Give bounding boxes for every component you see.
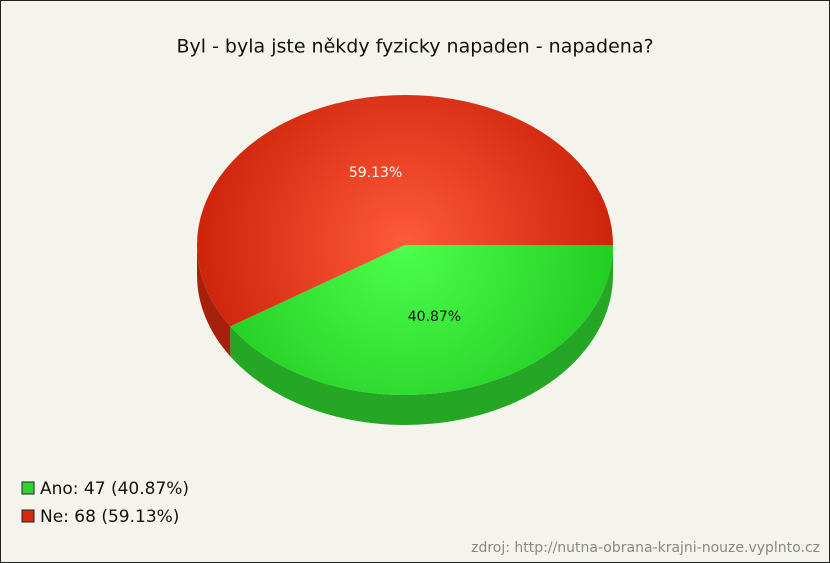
slice — [230, 245, 613, 396]
chart-title: Byl - byla jste někdy fyzicky napaden - … — [176, 36, 653, 58]
slice — [197, 95, 613, 327]
slice-label: 40.87% — [408, 309, 461, 325]
source-note: zdroj: http://nutna-obrana-krajni-nouze.… — [471, 540, 820, 556]
legend-label: Ne: 68 (59.13%) — [40, 507, 179, 527]
slice-side — [197, 245, 231, 357]
slice-label: 59.13% — [349, 165, 402, 181]
legend-swatch — [21, 481, 35, 495]
legend-label: Ano: 47 (40.87%) — [40, 479, 189, 499]
legend-swatch — [21, 509, 35, 523]
slice-side — [230, 245, 613, 425]
